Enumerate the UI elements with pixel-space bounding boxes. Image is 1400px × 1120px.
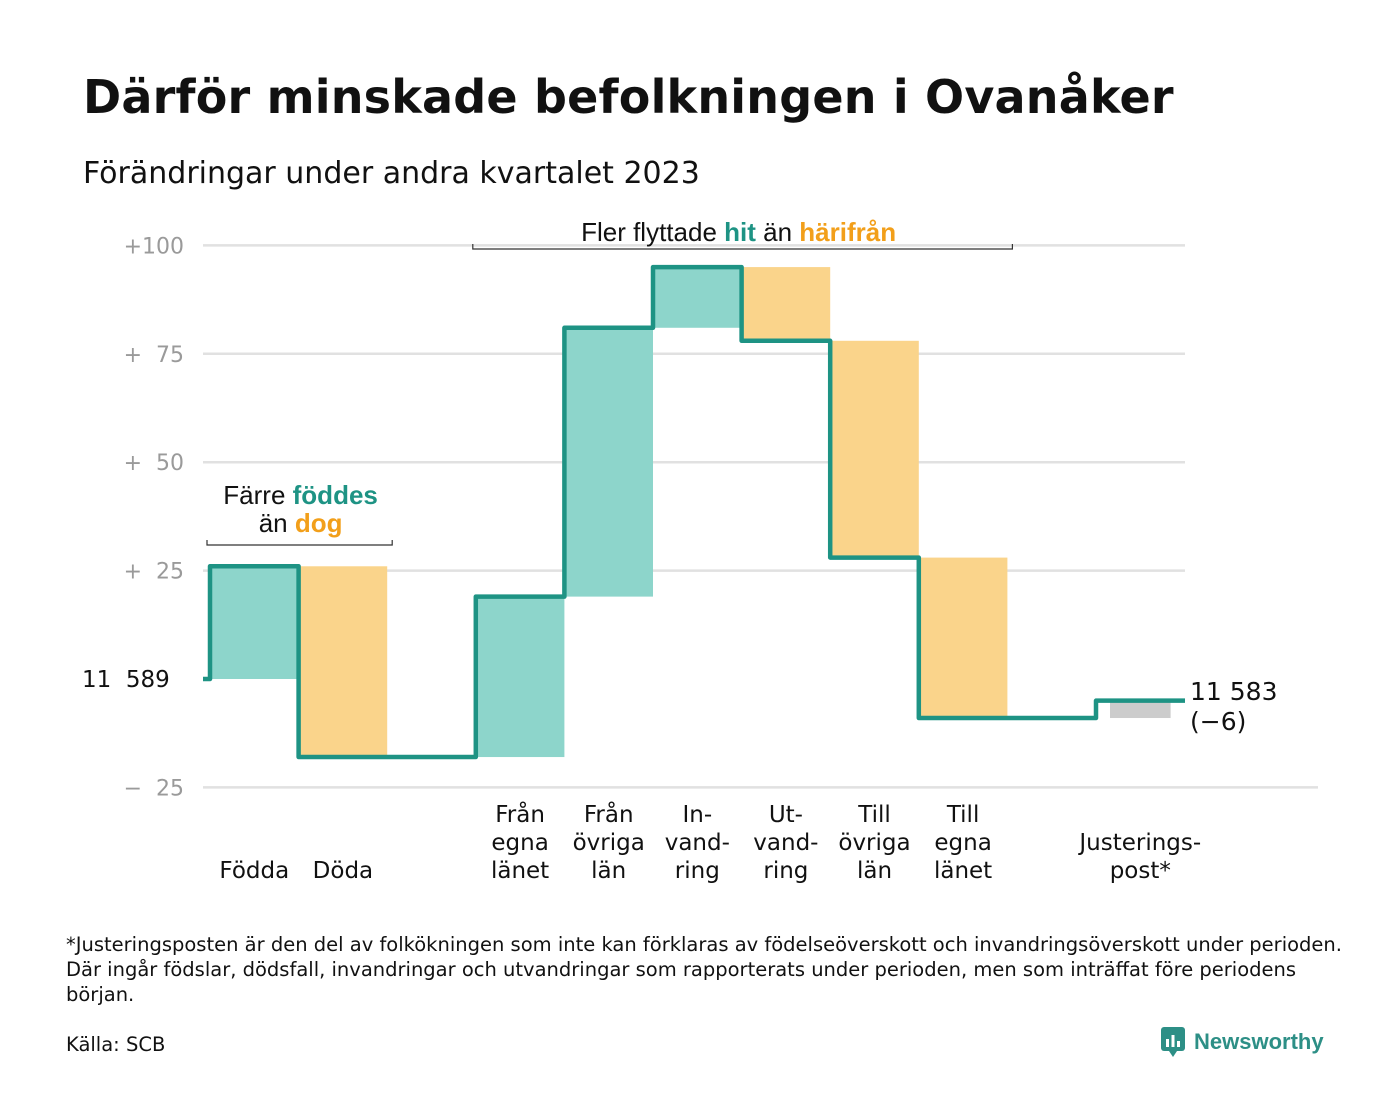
category-label: länet (491, 858, 549, 884)
waterfall-bar (564, 327, 653, 597)
newsworthy-logo-icon (1161, 1027, 1185, 1057)
annotation-text: än dog (259, 508, 343, 538)
annotation-bracket (206, 540, 393, 546)
running-total-line (203, 264, 1187, 760)
category-label: Från (495, 800, 545, 828)
source-label: Källa: SCB (66, 1033, 166, 1056)
category-label: Från (584, 800, 634, 828)
footnote: *Justeringsposten är den del av folkökni… (66, 933, 1342, 1006)
category-label: Justerings- (1077, 830, 1201, 856)
brand-logo: Newsworthy (1160, 1026, 1324, 1058)
category-label: länet (934, 858, 992, 884)
category-label: vand- (665, 830, 730, 856)
y-tick-label: + 50 (124, 451, 184, 476)
annotation-bracket (472, 244, 1013, 250)
category-label: ring (763, 858, 808, 884)
waterfall-bar (918, 557, 1008, 719)
category-label: egna (934, 830, 991, 856)
y-tick-label: +100 (124, 234, 184, 259)
category-label: Ut- (769, 802, 803, 828)
waterfall-bar (653, 267, 742, 328)
page-title: Därför minskade befolkningen i Ovanåker (83, 70, 1174, 124)
category-label: Födda (219, 858, 289, 884)
category-label: övriga (838, 830, 910, 856)
waterfall-bar (298, 566, 388, 758)
y-tick-label: + 75 (124, 343, 184, 368)
end-change-label: (−6) (1190, 707, 1246, 736)
category-label: egna (491, 830, 548, 856)
waterfall-bar (1110, 700, 1171, 719)
category-label: län (857, 858, 892, 884)
y-tick-label: + 25 (124, 560, 184, 585)
category-label: Till (857, 802, 891, 828)
waterfall-bar (475, 596, 565, 758)
start-value-label: 11 589 (82, 667, 170, 693)
category-label: ring (675, 858, 720, 884)
waterfall-bar (741, 267, 831, 341)
brand-name: Newsworthy (1194, 1029, 1324, 1054)
end-value-label: 11 583 (1190, 677, 1277, 706)
category-label: post* (1110, 858, 1171, 884)
category-label: län (591, 858, 626, 884)
category-label: Döda (313, 858, 373, 884)
annotation-text: Fler flyttade hit än härifrån (581, 217, 896, 247)
waterfall-bar (210, 566, 299, 679)
category-label: In- (682, 802, 712, 828)
category-label: vand- (753, 830, 818, 856)
y-tick-label: − 25 (124, 776, 184, 801)
waterfall-bar (830, 340, 919, 558)
category-label: övriga (573, 830, 645, 856)
page-subtitle: Förändringar under andra kvartalet 2023 (83, 156, 700, 191)
category-label: Till (946, 802, 980, 828)
annotation-text: Färre föddes (223, 480, 378, 510)
